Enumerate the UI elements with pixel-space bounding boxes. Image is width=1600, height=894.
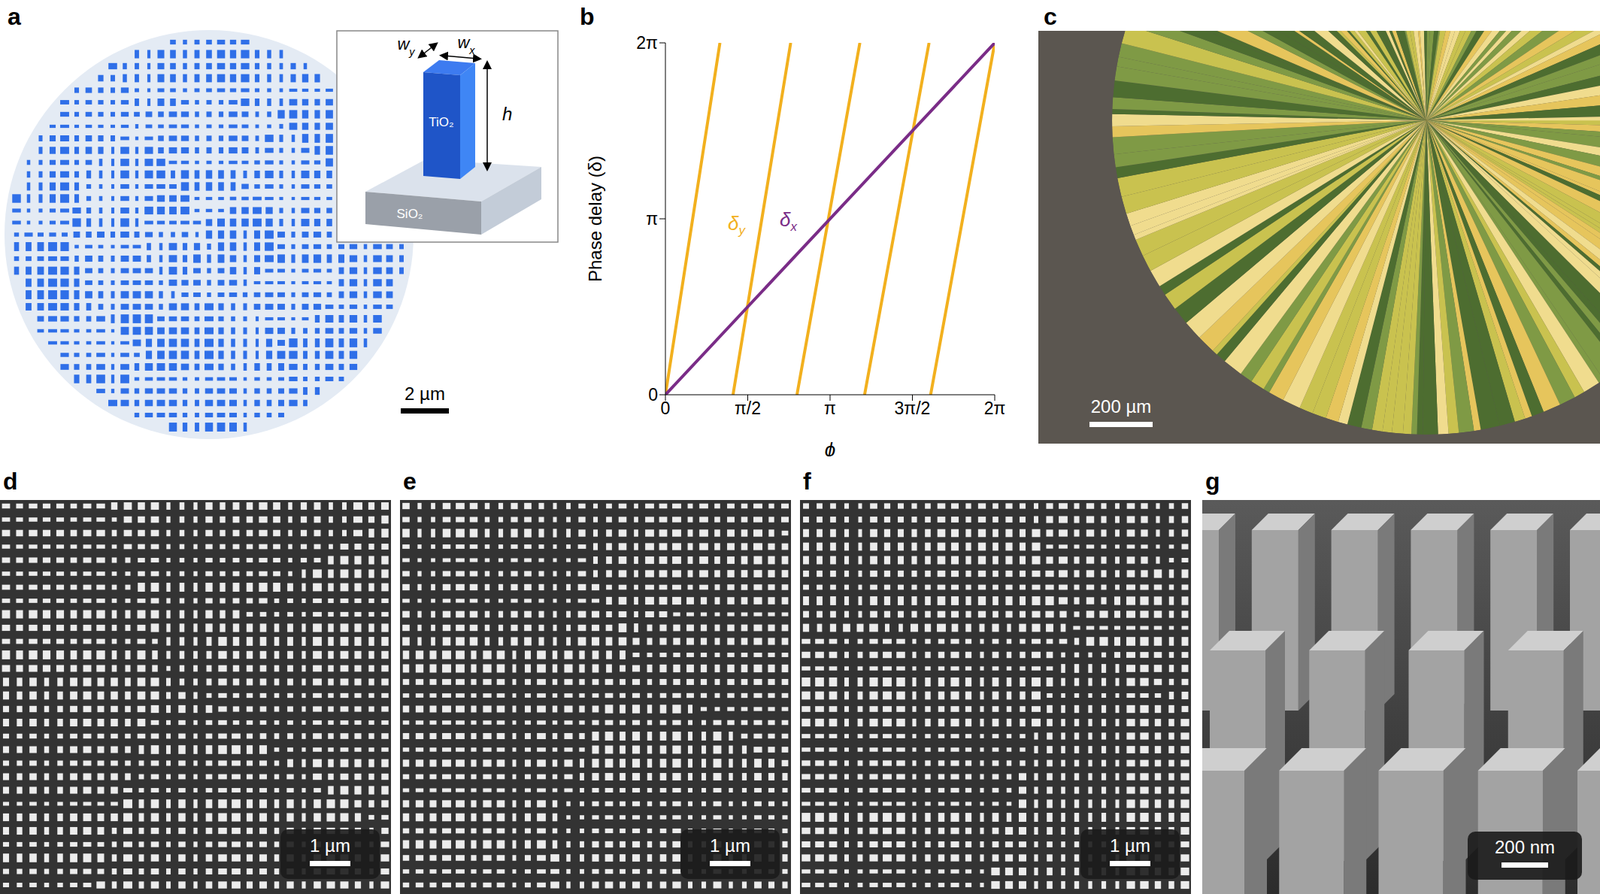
- svg-text:1 µm: 1 µm: [1109, 835, 1151, 856]
- html-text:a: a: [7, 3, 21, 31]
- html-text:b: b: [579, 3, 595, 31]
- html-text:d: d: [3, 467, 18, 495]
- html-text:c: c: [1043, 3, 1057, 31]
- svg-text:wx: wx: [457, 33, 476, 57]
- svg-text:SiO₂: SiO₂: [396, 206, 424, 222]
- svg-text:Phase delay (δ): Phase delay (δ): [584, 155, 606, 282]
- svg-text:ϕ: ϕ: [824, 438, 836, 457]
- html-text:f: f: [803, 467, 812, 495]
- svg-text:wy: wy: [396, 34, 416, 58]
- html-text:g: g: [1205, 467, 1220, 495]
- svg-text:π: π: [824, 398, 837, 419]
- html-text:δy: δy: [727, 212, 746, 238]
- svg-text:h: h: [502, 103, 513, 125]
- svg-text:200 nm: 200 nm: [1494, 836, 1555, 858]
- svg-text:0: 0: [660, 398, 671, 419]
- svg-text:1 µm: 1 µm: [709, 835, 751, 856]
- svg-text:π/2: π/2: [734, 398, 761, 419]
- svg-text:2π: 2π: [984, 398, 1007, 419]
- svg-text:0: 0: [648, 384, 658, 405]
- svg-text:2π: 2π: [636, 33, 658, 53]
- svg-text:2 µm: 2 µm: [404, 383, 446, 404]
- svg-text:200 µm: 200 µm: [1090, 396, 1152, 417]
- svg-text:TiO₂: TiO₂: [428, 115, 454, 130]
- html-text:e: e: [403, 467, 417, 495]
- html-text:δx: δx: [779, 208, 797, 234]
- svg-text:π: π: [645, 209, 658, 229]
- svg-text:3π/2: 3π/2: [894, 398, 931, 419]
- svg-text:1 µm: 1 µm: [309, 835, 351, 856]
